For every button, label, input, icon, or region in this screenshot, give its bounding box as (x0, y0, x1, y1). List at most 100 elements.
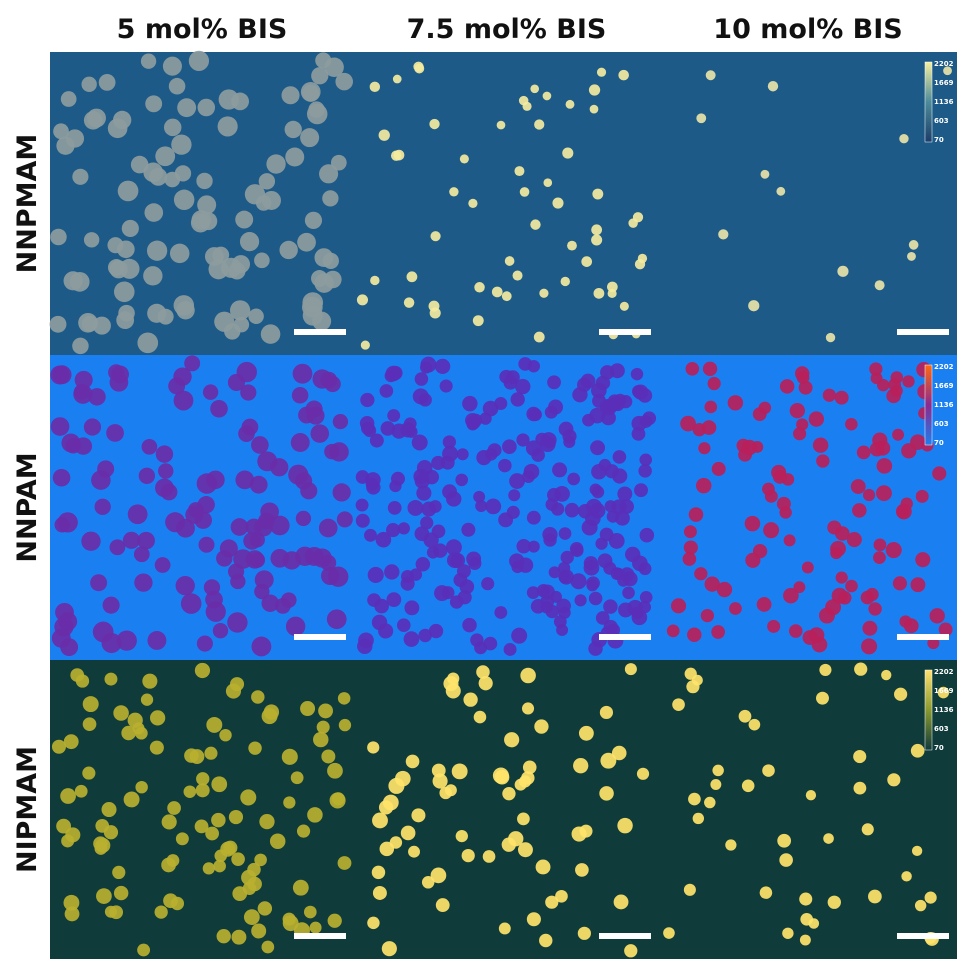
particle (800, 913, 813, 926)
particle (261, 324, 281, 344)
particle (291, 771, 304, 784)
particle (195, 819, 209, 833)
particle (56, 137, 74, 155)
particle (552, 462, 567, 477)
particle (760, 886, 773, 899)
particle (632, 610, 648, 626)
particle (462, 618, 477, 633)
particle (333, 414, 348, 429)
particle (694, 567, 707, 580)
particle (292, 387, 309, 404)
particle (546, 605, 559, 618)
particle (474, 711, 487, 724)
particle (696, 478, 711, 493)
particle (628, 218, 637, 227)
particle (232, 255, 250, 273)
particle (449, 187, 458, 196)
particle (360, 393, 374, 407)
particle (725, 839, 736, 850)
particle (592, 189, 603, 200)
particle (631, 368, 643, 380)
particle (799, 381, 813, 395)
particle (83, 696, 99, 712)
particle (315, 52, 331, 68)
particle (307, 407, 325, 425)
particle (370, 276, 379, 285)
particle (141, 54, 156, 69)
scale-bar (294, 933, 346, 939)
particle (483, 401, 499, 417)
particle (910, 577, 925, 592)
particle (176, 832, 189, 845)
particle (230, 300, 250, 320)
particle (413, 388, 429, 404)
particle (584, 560, 600, 576)
particle (632, 427, 646, 441)
particle (527, 511, 541, 525)
particle (474, 282, 484, 292)
particle (581, 374, 596, 389)
particle (887, 773, 900, 786)
particle (485, 499, 501, 515)
particle (147, 304, 166, 323)
column-header: 5 mol% BIS (117, 14, 288, 45)
particle (780, 379, 794, 393)
particle (543, 92, 552, 101)
particle (137, 944, 150, 957)
particle (706, 70, 716, 80)
particle (199, 537, 215, 553)
particle (582, 414, 595, 427)
micrograph-panel (50, 660, 354, 959)
particle (317, 721, 330, 734)
particle (494, 606, 507, 619)
particle (258, 901, 272, 915)
particle (857, 446, 871, 460)
particle (176, 576, 195, 595)
particle (310, 922, 322, 934)
particle (206, 602, 226, 622)
colorbar-label: 2202 (934, 60, 954, 68)
particle (195, 663, 210, 678)
particle (567, 241, 577, 251)
particle (790, 403, 805, 418)
particle (912, 846, 922, 856)
particle (72, 338, 88, 354)
particle (122, 220, 139, 237)
particle (894, 688, 907, 701)
particle (600, 753, 616, 769)
particle (251, 923, 266, 938)
particle (539, 289, 548, 298)
particle (262, 941, 275, 954)
particle (155, 146, 175, 166)
particle (184, 355, 200, 371)
particle (527, 912, 541, 926)
particle (511, 392, 525, 406)
particle (163, 57, 182, 76)
particle (552, 198, 563, 209)
particle (75, 785, 88, 798)
particle (528, 360, 540, 372)
particle (365, 472, 380, 487)
particle (704, 401, 717, 414)
particle (594, 288, 605, 299)
particle (600, 706, 613, 719)
particle (386, 366, 402, 382)
particle (634, 483, 648, 497)
particle (300, 482, 317, 499)
particle (869, 362, 882, 375)
particle (851, 479, 866, 494)
particle (196, 772, 209, 785)
particle (440, 379, 453, 392)
particle (736, 439, 750, 453)
particle (251, 436, 269, 454)
particle (356, 499, 369, 512)
particle (295, 547, 314, 566)
particle (435, 359, 450, 374)
particle (139, 468, 155, 484)
particle (156, 445, 173, 462)
colorbar-label: 2202 (934, 363, 954, 371)
particle (614, 895, 629, 910)
particle (504, 376, 518, 390)
particle (671, 598, 686, 613)
particle (65, 907, 80, 922)
